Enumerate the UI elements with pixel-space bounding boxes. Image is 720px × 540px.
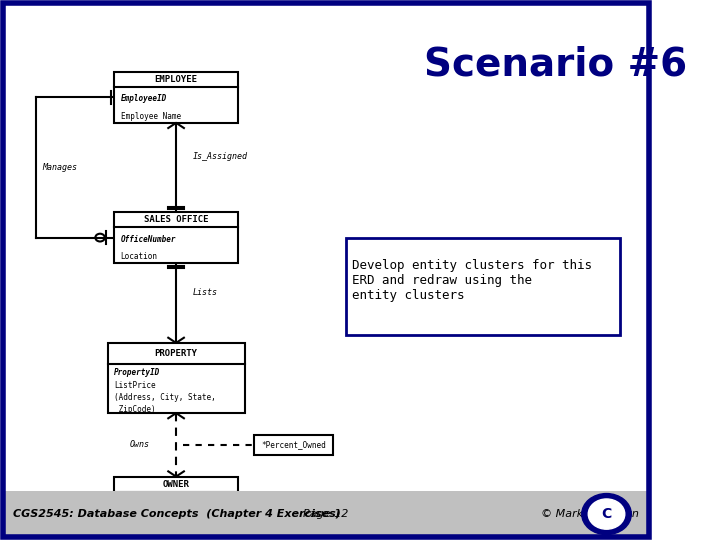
Text: © Mark Llewellyn: © Mark Llewellyn <box>541 509 639 519</box>
Text: C: C <box>601 507 612 521</box>
Text: Is_Assigned: Is_Assigned <box>192 152 248 161</box>
Text: ZipCode): ZipCode) <box>114 405 156 414</box>
Text: PropertyID: PropertyID <box>114 368 161 377</box>
Text: OwnerID: OwnerID <box>121 499 153 508</box>
Text: SALES OFFICE: SALES OFFICE <box>144 215 208 224</box>
FancyBboxPatch shape <box>254 435 333 455</box>
Text: Manages: Manages <box>42 163 77 172</box>
FancyBboxPatch shape <box>114 212 238 263</box>
Text: Scenario #6: Scenario #6 <box>424 46 687 84</box>
Circle shape <box>588 499 625 529</box>
Text: CGS2545: Database Concepts  (Chapter 4 Exercises): CGS2545: Database Concepts (Chapter 4 Ex… <box>13 509 341 519</box>
Text: Page 12: Page 12 <box>303 509 348 519</box>
Text: (Address, City, State,: (Address, City, State, <box>114 393 216 402</box>
Text: *Percent_Owned: *Percent_Owned <box>261 440 326 449</box>
Text: ListPrice: ListPrice <box>114 381 156 389</box>
Text: Lists: Lists <box>192 288 217 297</box>
FancyBboxPatch shape <box>114 476 238 528</box>
FancyBboxPatch shape <box>346 238 620 335</box>
Text: Owns: Owns <box>130 440 150 449</box>
FancyBboxPatch shape <box>114 71 238 123</box>
Text: PROPERTY: PROPERTY <box>155 349 197 358</box>
Text: Employee Name: Employee Name <box>121 112 181 121</box>
FancyBboxPatch shape <box>4 491 649 537</box>
Text: Location: Location <box>121 253 158 261</box>
Text: OWNER: OWNER <box>163 480 189 489</box>
Text: EMPLOYEE: EMPLOYEE <box>155 75 197 84</box>
Text: OfficeNumber: OfficeNumber <box>121 234 176 244</box>
Text: Develop entity clusters for this
ERD and redraw using the
entity clusters: Develop entity clusters for this ERD and… <box>352 259 592 302</box>
FancyBboxPatch shape <box>107 343 245 413</box>
Text: EmployeeID: EmployeeID <box>121 94 167 103</box>
Text: OwnerName: OwnerName <box>121 517 162 526</box>
Circle shape <box>582 494 631 535</box>
